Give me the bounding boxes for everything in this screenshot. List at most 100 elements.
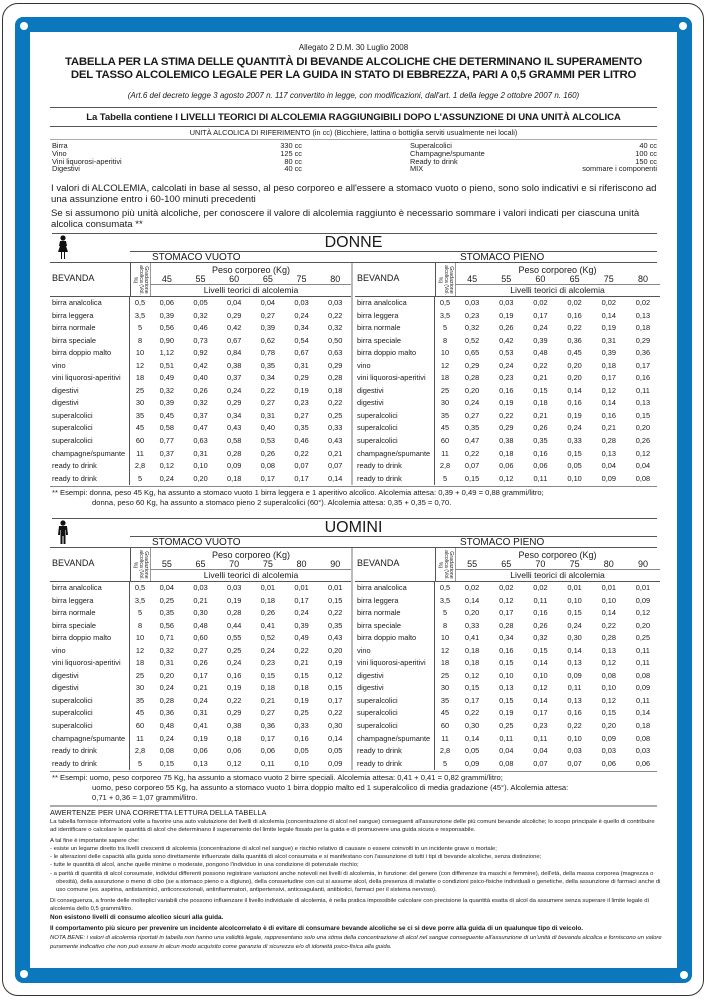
- avvertenze-lead: A tal fine è importante sapere che:: [50, 837, 140, 844]
- alcolemia-value: 0,17: [193, 670, 208, 680]
- alcolemia-value: 0,23: [464, 310, 480, 320]
- alcolemia-value: 0,15: [260, 670, 276, 680]
- alcolemia-value: 0,12: [601, 385, 616, 395]
- alcolemia-value: 0,11: [533, 473, 548, 483]
- alcolemia-value: 0,17: [294, 595, 309, 605]
- alcolemia-value: 0,21: [193, 595, 208, 605]
- table-row: superalcolici 35 0,28 0,24 0,22 0,21 0,19 0,17: [50, 694, 352, 708]
- bevanda-header: BEVANDA: [52, 273, 95, 283]
- alcolemia-value: 0,25: [226, 645, 242, 655]
- table-row: champagne/spumante 11 0,22 0,18 0,16 0,15 0,13…: [355, 447, 660, 461]
- table-header: BEVANDA Gradazione alcolica (Vol. %) Peso …: [355, 548, 660, 582]
- table-row: superalcolici 45 0,35 0,29 0,26 0,24 0,21 0,20: [355, 422, 660, 436]
- alcolemia-value: 0,35: [159, 608, 175, 618]
- mounting-hole-icon: [680, 971, 688, 979]
- alcolemia-value: 0,13: [499, 683, 514, 693]
- avvertenze-bullet: - a parità di quantità di alcol consumat…: [50, 870, 661, 894]
- gradazione-value: 5: [137, 473, 143, 483]
- alcolemia-value: 0,15: [464, 683, 480, 693]
- alcolemia-value: 0,12: [601, 658, 616, 668]
- alcolemia-value: 0,12: [464, 670, 480, 680]
- alcolemia-value: 0,11: [636, 695, 650, 705]
- alcolemia-value: 0,02: [567, 298, 582, 307]
- alcolemia-value: 0,16: [533, 608, 548, 618]
- unit-row: Digestivi 40 cc: [52, 165, 302, 173]
- alcolemia-value: 0,29: [226, 708, 242, 718]
- alcolemia-value: 0,18: [464, 645, 480, 655]
- sign-outer-border: [2, 3, 704, 996]
- table-divider: [351, 548, 353, 771]
- gradazione-value: 5: [442, 323, 448, 333]
- alcolemia-value: 0,71: [159, 633, 175, 643]
- weight-label: 75: [296, 274, 307, 284]
- alcolemia-value: 0,13: [193, 758, 208, 768]
- gradazione-value: 60: [440, 721, 450, 731]
- example-line: ** Esempi: donna, peso 45 Kg, ha assunto…: [52, 488, 544, 498]
- gradazione-value: 2,8: [134, 746, 146, 756]
- alcolemia-value: 0,16: [635, 373, 651, 383]
- alcolemia-value: 0,08: [499, 758, 514, 768]
- alcolemia-value: 0,29: [294, 373, 309, 383]
- alcolemia-value: 0,15: [328, 683, 343, 693]
- gradazione-value: 12: [440, 645, 450, 655]
- unit-row: Vini liquorosi-aperitivi 80 cc: [52, 156, 302, 166]
- alcolemia-value: 0,26: [260, 608, 276, 618]
- unit-row: Superalcolici 40 cc: [410, 142, 657, 150]
- table-row: champagne/spumante 11 0,14 0,11 0,11 0,10 0,09…: [355, 732, 660, 746]
- alcolemia-value: 0,04: [499, 746, 514, 756]
- alcolemia-value: 1,12: [159, 348, 175, 358]
- table-row: birra doppio malto 10 1,12 0,92 0,84 0,78 0,67…: [50, 347, 352, 360]
- alcolemia-value: 0,07: [567, 758, 582, 768]
- gradazione-value: 35: [440, 410, 450, 420]
- alcolemia-value: 0,77: [159, 436, 175, 446]
- alcolemia-value: 0,12: [159, 461, 175, 471]
- alcolemia-value: 0,63: [193, 436, 208, 446]
- alcolemia-value: 0,92: [193, 348, 208, 358]
- divider: [50, 296, 352, 297]
- alcolemia-value: 0,12: [601, 695, 616, 705]
- alcolemia-value: 0,06: [499, 461, 514, 471]
- alcolemia-value: 0,26: [193, 658, 208, 668]
- divider: [455, 284, 660, 285]
- weight-label: 45: [467, 274, 478, 284]
- table-row: digestivi 25 0,20 0,16 0,15 0,14 0,12 0,11: [355, 384, 660, 398]
- gradazione-value: 11: [441, 448, 449, 458]
- alcolemia-value: 0,27: [193, 645, 208, 655]
- alcolemia-value: 0,34: [260, 373, 276, 383]
- alcolemia-value: 0,12: [635, 608, 651, 618]
- alcolemia-value: 0,01: [635, 583, 651, 592]
- livelli-header: Livelli teorici di alcolemia: [510, 285, 605, 295]
- alcolemia-value: 0,22: [294, 645, 309, 655]
- stomaco-pieno-label: STOMACO PIENO: [460, 537, 545, 548]
- gradazione-value: 5: [442, 608, 448, 618]
- unit-label: Vini liquorosi-aperitivi: [52, 156, 122, 166]
- alcolemia-value: 0,20: [635, 423, 651, 433]
- alcolemia-value: 0,04: [159, 583, 175, 592]
- beverage-name: superalcolici: [355, 435, 435, 448]
- alcolemia-value: 0,10: [567, 473, 582, 483]
- alcolemia-value: 0,15: [464, 473, 480, 483]
- alcolemia-value: 0,55: [226, 633, 242, 643]
- divider: [50, 805, 657, 807]
- gradazione-value: 8: [442, 335, 448, 345]
- alcolemia-value: 0,05: [193, 298, 208, 307]
- alcolemia-value: 0,11: [636, 385, 650, 395]
- alcolemia-value: 0,24: [159, 473, 175, 483]
- unit-label: Digestivi: [52, 164, 80, 174]
- beverage-name: champagne/spumante: [50, 447, 130, 461]
- alcolemia-value: 0,25: [635, 633, 651, 643]
- beverage-name: ready to drink: [355, 757, 435, 771]
- alcolemia-value: 0,24: [159, 683, 175, 693]
- unit-value: 150 cc: [635, 156, 657, 166]
- beverage-name: superalcolici: [50, 409, 130, 423]
- alcolemia-value: 0,07: [464, 461, 480, 471]
- alcolemia-value: 0,03: [601, 746, 616, 756]
- gradazione-value: 8: [442, 620, 448, 630]
- alcolemia-value: 0,63: [328, 348, 343, 358]
- gradazione-value: 5: [137, 323, 143, 333]
- gradazione-value: 35: [135, 695, 145, 705]
- gradazione-value: 18: [440, 373, 450, 383]
- table-row: superalcolici 45 0,22 0,19 0,17 0,16 0,15 0,14: [355, 707, 660, 721]
- alcolemia-value: 0,24: [567, 620, 582, 630]
- gradazione-value: 30: [135, 398, 145, 408]
